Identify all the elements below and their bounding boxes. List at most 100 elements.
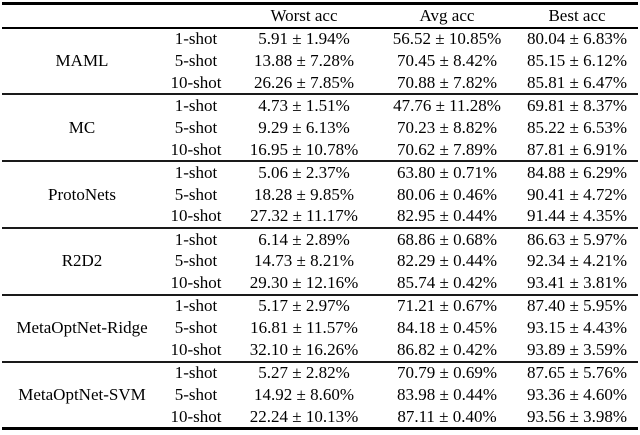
- worst-acc-cell: 13.88 ± 7.28%: [254, 50, 354, 70]
- worst-acc-cell: 29.30 ± 12.16%: [249, 273, 359, 293]
- worst-acc-cell: 32.10 ± 16.26%: [249, 339, 359, 359]
- best-acc-cell: 85.81 ± 6.47%: [527, 72, 627, 92]
- avg-acc-cell: 83.98 ± 0.44%: [397, 385, 497, 405]
- avg-acc-cell: 70.45 ± 8.42%: [397, 50, 497, 70]
- avg-acc-cell: 70.88 ± 7.82%: [397, 72, 497, 92]
- table-row: MC 1-shot 4.73 ± 1.51% 47.76 ± 11.28% 69…: [2, 94, 638, 137]
- results-table: Worst acc Avg acc Best acc MAML 1-shot 5…: [2, 2, 638, 430]
- method-cell: MC: [68, 117, 96, 137]
- avg-acc-cell: 70.23 ± 8.82%: [397, 117, 497, 137]
- table-row: R2D2 1-shot 6.14 ± 2.89% 68.86 ± 0.68% 8…: [2, 228, 638, 271]
- worst-acc-cell: 18.28 ± 9.85%: [254, 184, 354, 204]
- best-acc-cell: 84.88 ± 6.29%: [527, 162, 627, 182]
- avg-acc-cell: 87.11 ± 0.40%: [397, 406, 497, 426]
- col-header-avg-acc: Avg acc: [378, 3, 516, 29]
- table-row: 10-shot 22.24 ± 10.13% 87.11 ± 0.40% 93.…: [2, 406, 638, 428]
- best-acc-cell: 93.89 ± 3.59%: [527, 339, 627, 359]
- method-group-maml: MAML 1-shot 5.91 ± 1.94% 56.52 ± 10.85% …: [2, 28, 638, 95]
- worst-acc-cell: 26.26 ± 7.85%: [254, 72, 354, 92]
- shot-cell: 1-shot: [174, 29, 218, 49]
- avg-acc-cell: 47.76 ± 11.28%: [393, 95, 501, 115]
- shot-cell: 5-shot: [174, 117, 218, 137]
- worst-acc-cell: 9.29 ± 6.13%: [258, 117, 350, 137]
- avg-acc-cell: 84.18 ± 0.45%: [397, 318, 497, 338]
- best-acc-cell: 92.34 ± 4.21%: [527, 251, 627, 271]
- shot-cell: 10-shot: [170, 72, 222, 92]
- table-row: 10-shot 16.95 ± 10.78% 70.62 ± 7.89% 87.…: [2, 139, 638, 161]
- best-acc-cell: 85.22 ± 6.53%: [527, 117, 627, 137]
- shot-cell: 10-shot: [170, 273, 222, 293]
- best-acc-cell: 90.41 ± 4.72%: [527, 184, 627, 204]
- best-acc-cell: 87.65 ± 5.76%: [527, 363, 627, 383]
- worst-acc-cell: 14.73 ± 8.21%: [254, 251, 354, 271]
- col-header-best-acc: Best acc: [516, 3, 638, 29]
- worst-acc-cell: 27.32 ± 11.17%: [250, 206, 358, 226]
- table-row: 5-shot 16.81 ± 11.57% 84.18 ± 0.45% 93.1…: [2, 317, 638, 339]
- avg-acc-cell: 85.74 ± 0.42%: [397, 273, 497, 293]
- worst-acc-cell: 16.95 ± 10.78%: [249, 139, 359, 159]
- avg-acc-cell: 86.82 ± 0.42%: [397, 339, 497, 359]
- table-row: 5-shot 14.92 ± 8.60% 83.98 ± 0.44% 93.36…: [2, 384, 638, 406]
- method-group-r2d2: R2D2 1-shot 6.14 ± 2.89% 68.86 ± 0.68% 8…: [2, 227, 638, 295]
- method-cell: R2D2: [61, 251, 103, 271]
- method-header-empty: [2, 3, 162, 29]
- shot-cell: 5-shot: [174, 318, 218, 338]
- avg-acc-cell: 82.29 ± 0.44%: [397, 251, 497, 271]
- shot-cell: 1-shot: [174, 363, 218, 383]
- avg-acc-cell: 70.62 ± 7.89%: [397, 139, 497, 159]
- shot-cell: 5-shot: [174, 184, 218, 204]
- worst-acc-cell: 5.27 ± 2.82%: [258, 363, 350, 383]
- table-row: 5-shot 18.28 ± 9.85% 80.06 ± 0.46% 90.41…: [2, 183, 638, 205]
- best-acc-cell: 86.63 ± 5.97%: [527, 229, 627, 249]
- best-acc-cell: 93.36 ± 4.60%: [527, 385, 627, 405]
- avg-acc-cell: 71.21 ± 0.67%: [397, 296, 497, 316]
- worst-acc-cell: 14.92 ± 8.60%: [254, 385, 354, 405]
- shot-cell: 10-shot: [170, 206, 222, 226]
- method-group-metaoptnet-svm: MetaOptNet-SVM 1-shot 5.27 ± 2.82% 70.79…: [2, 361, 638, 429]
- method-group-protonets: ProtoNets 1-shot 5.06 ± 2.37% 63.80 ± 0.…: [2, 161, 638, 228]
- avg-acc-cell: 68.86 ± 0.68%: [397, 229, 497, 249]
- shot-cell: 5-shot: [174, 385, 218, 405]
- shot-cell: 1-shot: [174, 95, 218, 115]
- avg-acc-cell: 82.95 ± 0.44%: [397, 206, 497, 226]
- table-row: 5-shot 14.73 ± 8.21% 82.29 ± 0.44% 92.34…: [2, 250, 638, 272]
- worst-acc-cell: 5.06 ± 2.37%: [258, 162, 350, 182]
- table-row: 10-shot 32.10 ± 16.26% 86.82 ± 0.42% 93.…: [2, 339, 638, 361]
- avg-acc-cell: 70.79 ± 0.69%: [397, 363, 497, 383]
- avg-acc-cell: 56.52 ± 10.85%: [392, 29, 502, 49]
- table-row: 5-shot 9.29 ± 6.13% 70.23 ± 8.82% 85.22 …: [2, 117, 638, 139]
- best-acc-cell: 87.81 ± 6.91%: [527, 139, 627, 159]
- method-cell: MetaOptNet-Ridge: [16, 318, 148, 338]
- best-acc-cell: 85.15 ± 6.12%: [527, 50, 627, 70]
- shot-cell: 5-shot: [174, 251, 218, 271]
- best-acc-cell: 80.04 ± 6.83%: [527, 29, 627, 49]
- header-row: Worst acc Avg acc Best acc: [2, 3, 638, 29]
- table-row: MetaOptNet-Ridge 1-shot 5.17 ± 2.97% 71.…: [2, 295, 638, 337]
- best-acc-cell: 91.44 ± 4.35%: [527, 206, 627, 226]
- table-row: MetaOptNet-SVM 1-shot 5.27 ± 2.82% 70.79…: [2, 362, 638, 404]
- method-cell: ProtoNets: [48, 184, 116, 204]
- worst-acc-cell: 6.14 ± 2.89%: [258, 229, 350, 249]
- worst-acc-cell: 5.91 ± 1.94%: [258, 29, 350, 49]
- best-acc-cell: 87.40 ± 5.95%: [527, 296, 627, 316]
- shot-cell: 1-shot: [174, 229, 218, 249]
- best-acc-cell: 69.81 ± 8.37%: [527, 95, 627, 115]
- best-acc-cell: 93.41 ± 3.81%: [527, 273, 627, 293]
- worst-acc-cell: 22.24 ± 10.13%: [249, 406, 359, 426]
- worst-acc-cell: 5.17 ± 2.97%: [258, 296, 350, 316]
- shot-cell: 10-shot: [170, 406, 222, 426]
- best-acc-cell: 93.15 ± 4.43%: [527, 318, 627, 338]
- table-row: 10-shot 26.26 ± 7.85% 70.88 ± 7.82% 85.8…: [2, 72, 638, 94]
- shot-cell: 1-shot: [174, 162, 218, 182]
- method-cell: MetaOptNet-SVM: [18, 384, 146, 404]
- shot-cell: 10-shot: [170, 339, 222, 359]
- table-row: 5-shot 13.88 ± 7.28% 70.45 ± 8.42% 85.15…: [2, 50, 638, 72]
- avg-acc-cell: 63.80 ± 0.71%: [397, 162, 497, 182]
- worst-acc-cell: 4.73 ± 1.51%: [258, 95, 350, 115]
- method-group-metaoptnet-ridge: MetaOptNet-Ridge 1-shot 5.17 ± 2.97% 71.…: [2, 294, 638, 362]
- table-row: 10-shot 27.32 ± 11.17% 82.95 ± 0.44% 91.…: [2, 206, 638, 228]
- shot-cell: 5-shot: [174, 50, 218, 70]
- worst-acc-cell: 16.81 ± 11.57%: [250, 318, 358, 338]
- table-row: ProtoNets 1-shot 5.06 ± 2.37% 63.80 ± 0.…: [2, 161, 638, 204]
